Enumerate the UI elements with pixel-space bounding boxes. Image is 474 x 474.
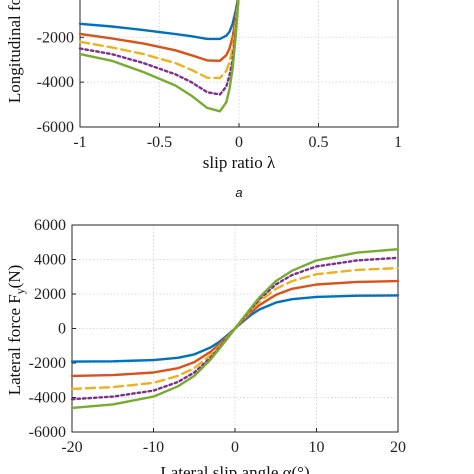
panel-b-x-axis-label: Lateral slip angle α(°) [160, 463, 309, 474]
y-tick-label: -4000 [37, 74, 74, 91]
series-line-1 [78, 0, 239, 41]
panel-b-y-axis-label-main: Lateral force F [5, 294, 24, 395]
panel-a-y-axis-label: Longitudinal fo [5, 0, 24, 103]
panel-b-y-axis-label-subscript: y [13, 288, 27, 294]
panel-a-longitudinal-force-chart: -1 -0.5 0 0.5 1 -6000 -4000 -2000 0 slip ratio λ… [5, 0, 402, 200]
x-tick-label: 0 [231, 439, 239, 456]
series-line-4 [78, 0, 240, 96]
y-tick-label: 0 [58, 321, 66, 338]
y-tick-label: 2000 [34, 286, 66, 303]
x-tick-label: 0 [235, 134, 243, 151]
panel-b-lateral-force-chart: -20 -10 0 10 20-6000-4000-20000200040006000 … [5, 217, 406, 474]
series-line-5 [78, 0, 240, 113]
x-tick-label: 20 [390, 439, 406, 456]
panel-b-ticks: -20 -10 0 10 20 -6000 -4000 -2000 0 2000 4000 6000 [29, 217, 406, 456]
panel-a-grid [79, 0, 399, 128]
y-tick-label: -2000 [37, 29, 74, 46]
series-line-5 [70, 247, 400, 410]
y-tick-label: -6000 [37, 119, 74, 136]
x-tick-label: 0.5 [309, 134, 329, 151]
x-tick-label: 10 [309, 439, 325, 456]
series-line-3 [78, 0, 240, 80]
panel-b-y-axis-label: Lateral force Fy(N) [5, 265, 27, 396]
y-tick-label: -4000 [29, 390, 66, 407]
panel-a-series [78, 0, 240, 113]
x-tick-label: 1 [394, 134, 402, 151]
panel-a-ticks: -1 -0.5 0 0.5 1 -6000 -4000 -2000 0 [37, 0, 402, 151]
y-tick-label: 4000 [34, 252, 66, 269]
x-tick-label: -1 [73, 134, 86, 151]
panel-b-series [70, 247, 400, 410]
y-tick-label: -6000 [29, 424, 66, 441]
panel-a-x-axis-label: slip ratio λ [203, 153, 276, 172]
series-line-2 [78, 0, 240, 62]
y-tick-label: -2000 [29, 355, 66, 372]
x-tick-label: -10 [143, 439, 164, 456]
y-tick-label: 0 [66, 0, 74, 1]
panel-b-y-axis-label-unit: (N) [5, 265, 24, 289]
panel-a-caption-letter: a [235, 185, 242, 200]
x-tick-label: -0.5 [147, 134, 172, 151]
y-tick-label: 6000 [34, 217, 66, 234]
x-tick-label: -20 [61, 439, 82, 456]
